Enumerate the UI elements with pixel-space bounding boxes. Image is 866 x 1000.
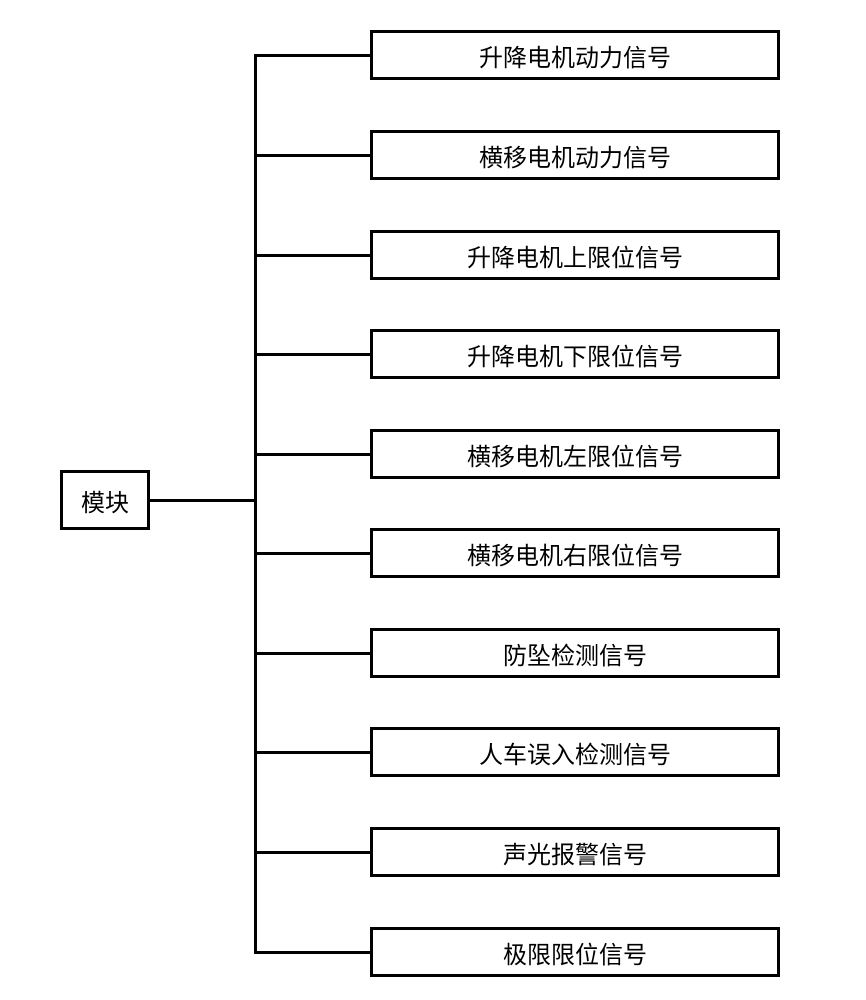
signal-box: 极限限位信号 (370, 927, 780, 977)
connector-horizontal (255, 652, 370, 655)
connector-horizontal (255, 54, 370, 57)
signal-label: 极限限位信号 (503, 935, 647, 970)
signal-box: 升降电机动力信号 (370, 30, 780, 80)
signal-label: 防坠检测信号 (503, 636, 647, 671)
connector-horizontal (255, 353, 370, 356)
connector-horizontal (255, 951, 370, 954)
connector-horizontal (255, 453, 370, 456)
connector-horizontal (150, 499, 255, 502)
diagram-container: 模块 升降电机动力信号横移电机动力信号升降电机上限位信号升降电机下限位信号横移电… (0, 0, 866, 1000)
signal-box: 升降电机上限位信号 (370, 230, 780, 280)
connector-vertical (254, 54, 257, 954)
signal-box: 人车误入检测信号 (370, 727, 780, 777)
connector-horizontal (255, 254, 370, 257)
signal-box: 升降电机下限位信号 (370, 329, 780, 379)
root-module-box: 模块 (60, 470, 150, 530)
signal-box: 横移电机左限位信号 (370, 429, 780, 479)
root-label: 模块 (81, 483, 129, 518)
signal-label: 升降电机下限位信号 (467, 337, 683, 372)
signal-box: 横移电机动力信号 (370, 130, 780, 180)
connector-horizontal (255, 552, 370, 555)
connector-horizontal (255, 851, 370, 854)
signal-box: 防坠检测信号 (370, 628, 780, 678)
signal-label: 横移电机动力信号 (479, 138, 671, 173)
signal-label: 人车误入检测信号 (479, 735, 671, 770)
signal-box: 横移电机右限位信号 (370, 528, 780, 578)
connector-horizontal (255, 751, 370, 754)
signal-label: 声光报警信号 (503, 835, 647, 870)
signal-label: 升降电机动力信号 (479, 38, 671, 73)
signal-label: 横移电机左限位信号 (467, 437, 683, 472)
signal-label: 横移电机右限位信号 (467, 536, 683, 571)
signal-box: 声光报警信号 (370, 827, 780, 877)
connector-horizontal (255, 154, 370, 157)
signal-label: 升降电机上限位信号 (467, 238, 683, 273)
